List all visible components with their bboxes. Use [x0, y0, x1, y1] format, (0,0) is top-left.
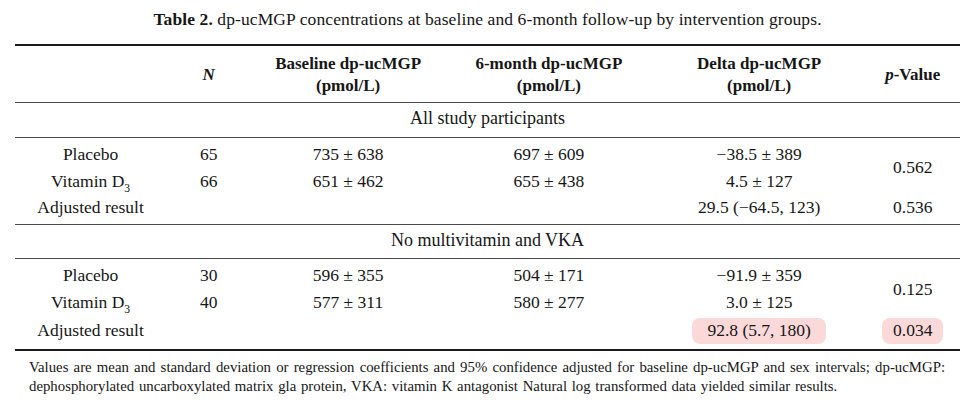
highlighted-value: 92.8 (5.7, 180) [692, 318, 826, 344]
cell-delta: −91.9 ± 359 [653, 259, 866, 289]
col-header-pvalue: p-Value [865, 45, 960, 103]
section-header-no-multivitamin-vka: No multivitamin and VKA [15, 225, 960, 259]
cell-delta: 29.5 (−64.5, 123) [653, 194, 866, 224]
row-label: Adjusted result [15, 194, 166, 224]
cell-baseline: 577 ± 311 [251, 289, 445, 316]
cell-pvalue: 0.536 [865, 194, 960, 224]
cell-delta: −38.5 ± 389 [653, 137, 866, 167]
cell-baseline: 596 ± 355 [251, 259, 445, 289]
section-title: All study participants [15, 103, 960, 137]
cell-6month-empty [445, 316, 653, 350]
table-caption: Table 2. dp-ucMGP concentrations at base… [15, 7, 960, 31]
section-all-participants: All study participants Placebo 65 735 ± … [15, 103, 960, 225]
cell-pvalue-highlighted: 0.034 [865, 316, 960, 350]
row-label: Adjusted result [15, 316, 166, 350]
col-header-6month: 6-month dp-ucMGP(pmol/L) [445, 45, 653, 103]
cell-baseline-empty [251, 316, 445, 350]
cell-pvalue-shared: 0.562 [865, 137, 960, 194]
col-header-rowlabel [15, 45, 166, 103]
cell-6month: 655 ± 438 [445, 168, 653, 195]
table-row-placebo-novka: Placebo 30 596 ± 355 504 ± 171 −91.9 ± 3… [15, 259, 960, 289]
row-label: Vitamin D3 [15, 289, 166, 316]
section-no-multivitamin-vka: No multivitamin and VKA Placebo 30 596 ±… [15, 225, 960, 350]
cell-delta: 3.0 ± 125 [653, 289, 866, 316]
section-header-all-participants: All study participants [15, 103, 960, 137]
table-row-vitamind3-novka: Vitamin D3 40 577 ± 311 580 ± 277 3.0 ± … [15, 289, 960, 316]
cell-delta: 4.5 ± 127 [653, 168, 866, 195]
row-label: Vitamin D3 [15, 168, 166, 195]
cell-baseline: 735 ± 638 [251, 137, 445, 167]
table-row-placebo-all: Placebo 65 735 ± 638 697 ± 609 −38.5 ± 3… [15, 137, 960, 167]
table-footnote: Values are mean and standard deviation o… [15, 358, 960, 397]
cell-6month: 504 ± 171 [445, 259, 653, 289]
highlighted-pvalue: 0.034 [882, 318, 943, 344]
results-table: N Baseline dp-ucMGP(pmol/L) 6-month dp-u… [15, 44, 960, 351]
col-header-delta: Delta dp-ucMGP(pmol/L) [653, 45, 866, 103]
cell-n: 65 [166, 137, 251, 167]
section-title: No multivitamin and VKA [15, 225, 960, 259]
row-label: Placebo [15, 137, 166, 167]
cell-6month: 697 ± 609 [445, 137, 653, 167]
cell-delta-highlighted: 92.8 (5.7, 180) [653, 316, 866, 350]
cell-n: 40 [166, 289, 251, 316]
subscript: 3 [124, 303, 130, 315]
cell-n-empty [166, 194, 251, 224]
cell-baseline: 651 ± 462 [251, 168, 445, 195]
subscript: 3 [124, 181, 130, 193]
table-row-vitamind3-all: Vitamin D3 66 651 ± 462 655 ± 438 4.5 ± … [15, 168, 960, 195]
cell-n: 66 [166, 168, 251, 195]
col-header-baseline: Baseline dp-ucMGP(pmol/L) [251, 45, 445, 103]
cell-6month-empty [445, 194, 653, 224]
cell-n-empty [166, 316, 251, 350]
cell-baseline-empty [251, 194, 445, 224]
table-header: N Baseline dp-ucMGP(pmol/L) 6-month dp-u… [15, 45, 960, 103]
table-caption-text: dp-ucMGP concentrations at baseline and … [213, 9, 822, 29]
cell-pvalue-shared: 0.125 [865, 259, 960, 316]
table-caption-number: Table 2. [153, 9, 212, 29]
cell-n: 30 [166, 259, 251, 289]
col-header-n: N [166, 45, 251, 103]
row-label: Placebo [15, 259, 166, 289]
cell-6month: 580 ± 277 [445, 289, 653, 316]
paper-page: Table 2. dp-ucMGP concentrations at base… [0, 0, 975, 396]
table-row-adjusted-novka: Adjusted result 92.8 (5.7, 180) 0.034 [15, 316, 960, 350]
table-row-adjusted-all: Adjusted result 29.5 (−64.5, 123) 0.536 [15, 194, 960, 224]
